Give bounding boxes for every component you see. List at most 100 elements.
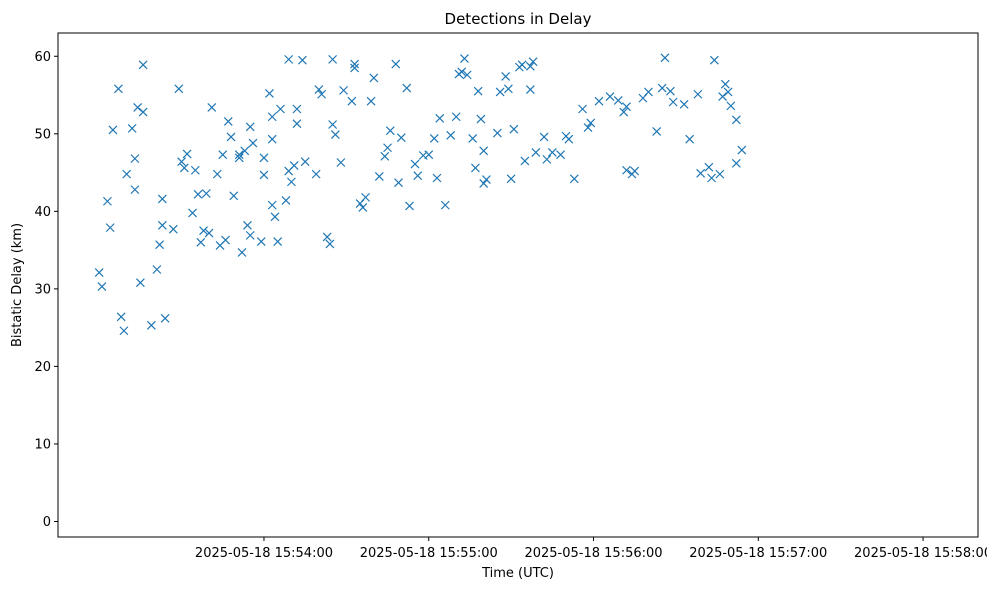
data-point [457, 67, 467, 77]
data-point [501, 71, 511, 81]
marker-layer [94, 53, 747, 336]
data-point [479, 179, 489, 188]
data-point [297, 55, 307, 65]
data-point [103, 196, 112, 206]
x-tick-label: 2025-05-18 15:55:00 [360, 546, 498, 561]
data-point [358, 203, 368, 212]
data-point [292, 104, 302, 114]
data-point [644, 87, 653, 97]
data-point [322, 232, 332, 242]
data-point [731, 115, 741, 125]
data-point [160, 313, 170, 323]
data-point [657, 83, 667, 93]
data-point [539, 132, 549, 142]
data-point [317, 89, 327, 99]
data-point [226, 132, 236, 142]
data-point [660, 53, 670, 63]
data-point [396, 133, 406, 143]
data-point [267, 134, 277, 144]
data-point [267, 200, 277, 210]
data-point [380, 151, 390, 161]
data-point [204, 228, 214, 238]
data-point [440, 200, 450, 210]
data-point [339, 85, 349, 95]
data-point [240, 146, 250, 156]
data-point [311, 169, 321, 179]
data-point [630, 166, 640, 176]
data-point [451, 112, 461, 122]
data-point [201, 189, 211, 198]
data-point [517, 60, 527, 70]
data-point [292, 119, 302, 129]
y-tick-label: 10 [34, 437, 51, 452]
data-point [468, 134, 478, 143]
data-point [668, 97, 678, 107]
data-point [594, 96, 604, 106]
data-point [492, 128, 502, 138]
y-tick-label: 0 [43, 515, 51, 530]
data-point [476, 114, 486, 124]
x-tick-label: 2025-05-18 15:56:00 [524, 546, 662, 561]
y-tick-label: 30 [34, 282, 51, 297]
data-point [270, 212, 280, 222]
data-point [564, 134, 574, 144]
data-point [679, 99, 689, 109]
data-point [119, 326, 129, 336]
data-point [665, 86, 675, 96]
data-point [245, 230, 255, 240]
data-point [267, 112, 277, 122]
data-point [361, 192, 371, 202]
data-point [330, 130, 340, 139]
data-point [259, 170, 269, 180]
data-point [229, 191, 239, 201]
data-point [328, 120, 338, 129]
y-tick-label: 50 [34, 127, 51, 142]
data-point [737, 145, 747, 155]
data-point [528, 57, 538, 67]
data-point [174, 84, 184, 94]
data-point [462, 70, 472, 80]
data-point [369, 73, 379, 83]
data-point [212, 169, 222, 179]
data-point [723, 87, 733, 97]
data-point [328, 54, 338, 64]
data-point [547, 147, 557, 157]
data-point [188, 208, 197, 218]
data-point [157, 220, 167, 230]
data-point [94, 268, 104, 278]
data-point [273, 237, 283, 247]
data-point [385, 126, 395, 136]
data-point [314, 85, 324, 95]
data-point [347, 96, 357, 106]
data-point [685, 134, 695, 144]
data-point [569, 174, 579, 184]
data-point [157, 194, 167, 204]
data-point [391, 59, 401, 69]
data-point [221, 235, 230, 245]
data-point [709, 55, 719, 65]
data-point [586, 118, 596, 128]
data-point [622, 102, 631, 112]
data-point [479, 146, 489, 156]
data-point [223, 116, 233, 126]
tick-layer: 0 10 20 30 40 50 60 2025-05-18 15:54:00 2025-05-… [34, 50, 987, 561]
data-point [218, 150, 228, 160]
data-point [506, 174, 516, 184]
data-point [193, 189, 203, 199]
data-point [715, 169, 725, 179]
y-tick-label: 60 [34, 50, 51, 65]
data-point [196, 237, 206, 247]
data-point [394, 178, 403, 188]
plot-area-frame [57, 32, 979, 538]
data-point [325, 239, 335, 249]
x-tick-label: 2025-05-18 15:54:00 [195, 546, 333, 561]
data-point [234, 153, 244, 163]
data-point [248, 138, 258, 148]
data-point [287, 177, 296, 187]
data-point [424, 150, 434, 160]
data-point [405, 201, 414, 211]
data-point [190, 165, 200, 175]
data-point [525, 61, 535, 71]
data-point [731, 158, 741, 168]
data-point [256, 237, 266, 247]
